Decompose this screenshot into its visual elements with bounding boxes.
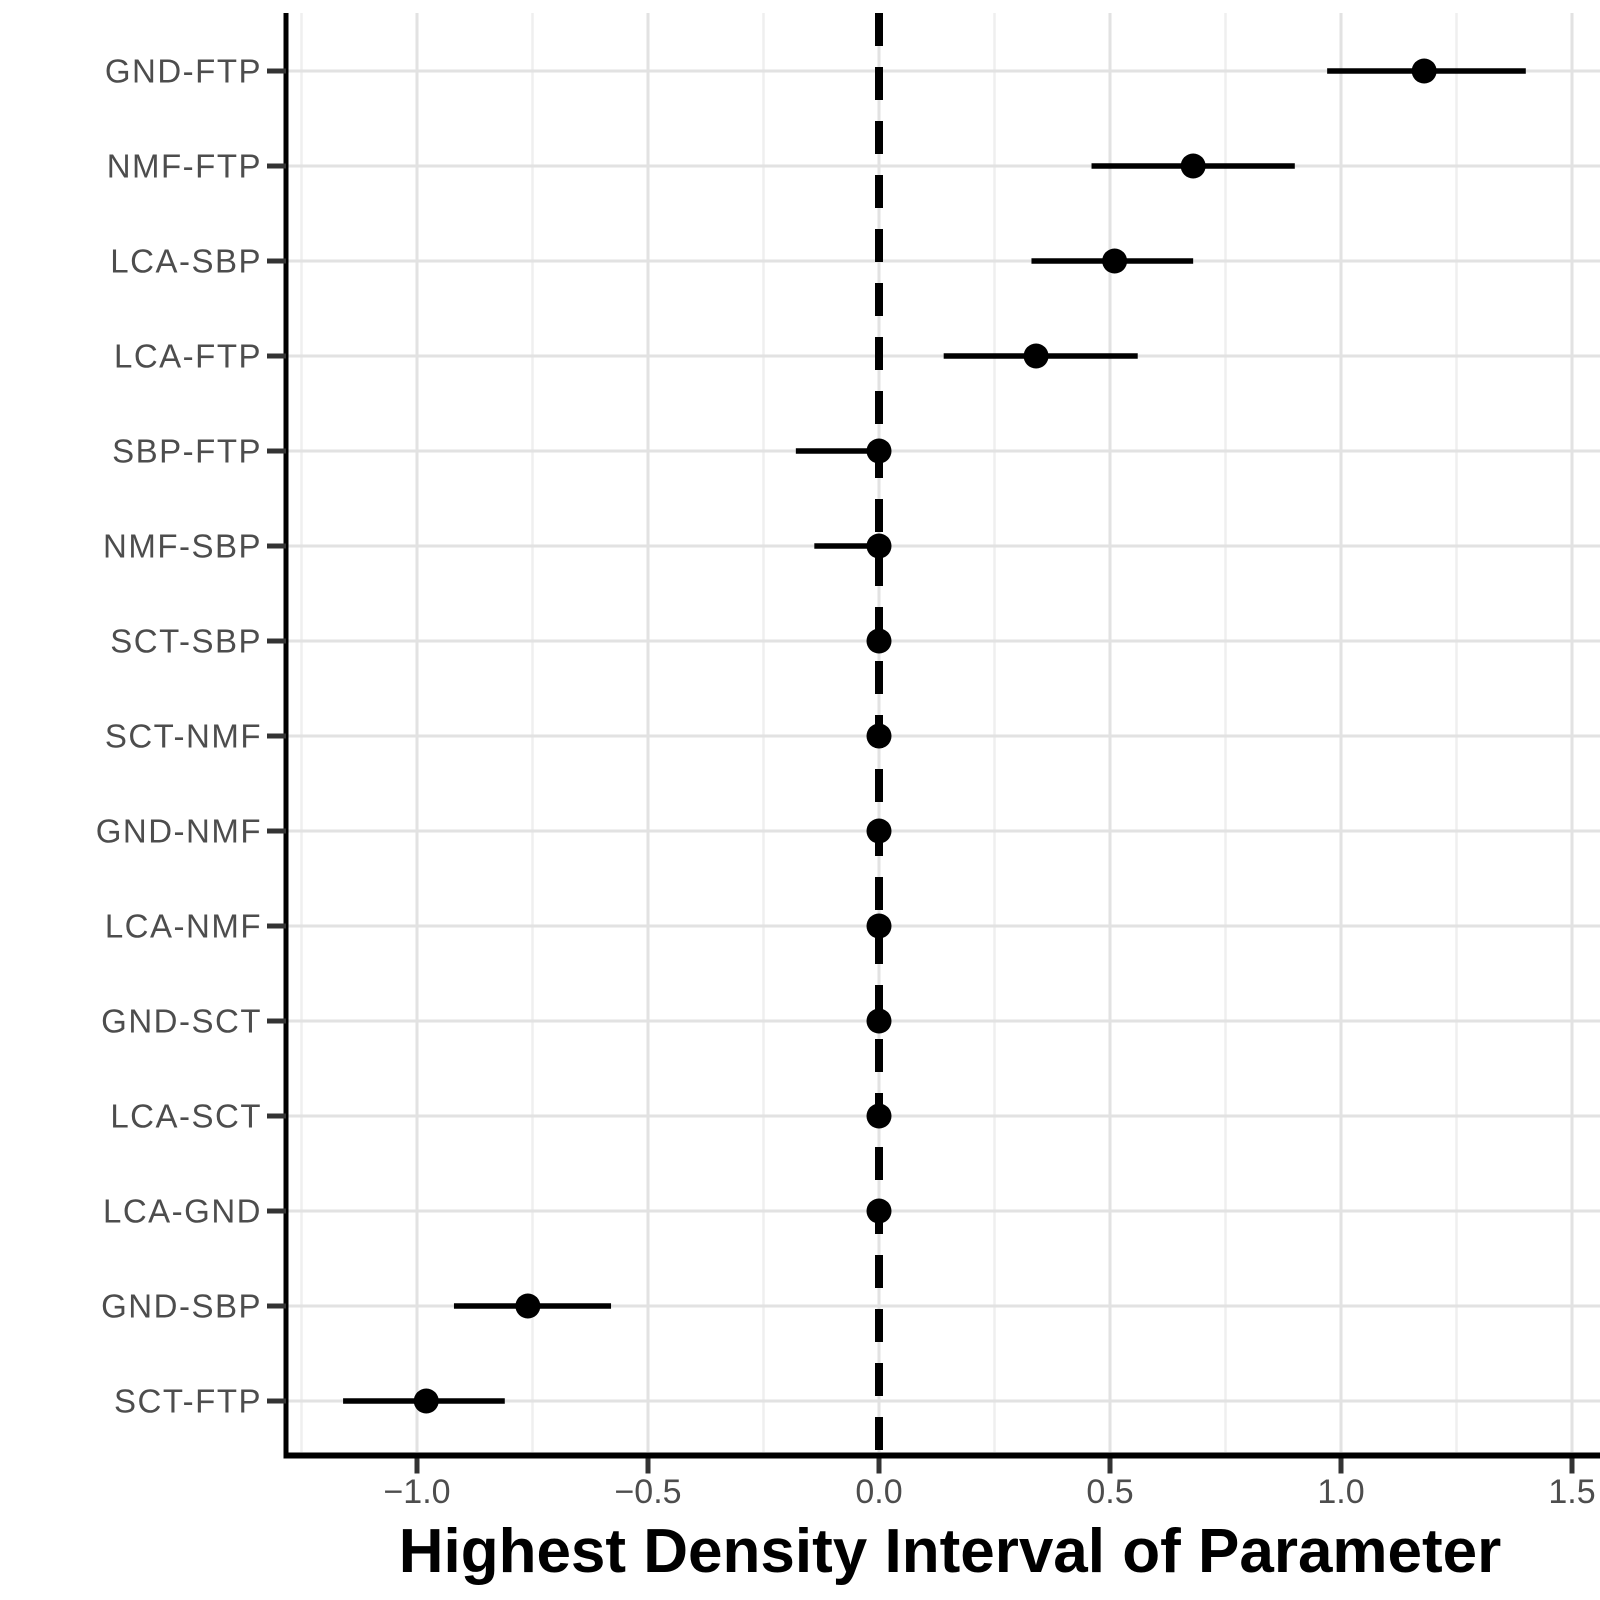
x-tick-label: 0.5 [1086,1473,1133,1511]
y-axis-label: NMF-SBP [103,528,262,565]
y-axis-label: GND-SCT [101,1003,262,1040]
y-axis-label: SCT-SBP [110,623,262,660]
x-tick-label: 1.5 [1548,1473,1595,1511]
y-axis-label: LCA-NMF [105,908,262,945]
point-estimate [1411,58,1437,84]
x-tick-label: −0.5 [614,1473,681,1511]
point-estimate [866,1198,892,1224]
y-axis-label: NMF-FTP [107,148,262,185]
y-axis-label: LCA-SCT [110,1098,262,1135]
point-estimate [413,1388,439,1414]
point-estimate [1102,248,1128,274]
point-estimate [866,1008,892,1034]
y-axis-label: LCA-FTP [114,338,262,375]
x-tick-label: 0.0 [855,1473,902,1511]
point-estimate [866,628,892,654]
y-axis-label: SCT-FTP [114,1383,262,1420]
x-tick-label: 1.0 [1317,1473,1364,1511]
y-axis-label: GND-NMF [96,813,262,850]
y-axis-label: SCT-NMF [105,718,262,755]
point-estimate [1180,153,1206,179]
point-estimate [866,533,892,559]
point-estimate [866,1103,892,1129]
x-tick-label: −1.0 [383,1473,450,1511]
y-axis-label: GND-SBP [101,1288,262,1325]
point-estimate [515,1293,541,1319]
point-estimate [866,913,892,939]
y-axis-label: LCA-GND [103,1193,262,1230]
point-estimate [866,818,892,844]
point-estimate [1023,343,1049,369]
y-axis-label: LCA-SBP [110,243,262,280]
y-axis-label: GND-FTP [105,53,262,90]
point-estimate [866,438,892,464]
x-axis-title: Highest Density Interval of Parameter [399,1517,1502,1586]
y-axis-label: SBP-FTP [112,433,262,470]
point-estimate [866,723,892,749]
